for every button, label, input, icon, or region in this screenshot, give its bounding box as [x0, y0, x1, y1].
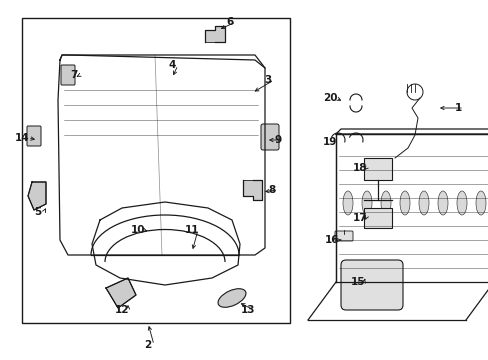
Text: 9: 9	[274, 135, 281, 145]
Text: 10: 10	[130, 225, 145, 235]
Ellipse shape	[218, 289, 245, 307]
Polygon shape	[204, 26, 224, 42]
Ellipse shape	[475, 191, 485, 215]
Text: 1: 1	[453, 103, 461, 113]
Polygon shape	[243, 180, 262, 200]
Text: 14: 14	[15, 133, 29, 143]
Text: 7: 7	[70, 70, 78, 80]
Ellipse shape	[380, 191, 390, 215]
Ellipse shape	[342, 191, 352, 215]
FancyBboxPatch shape	[340, 260, 402, 310]
Text: 4: 4	[168, 60, 175, 70]
Ellipse shape	[399, 191, 409, 215]
FancyBboxPatch shape	[27, 126, 41, 146]
Text: 11: 11	[184, 225, 199, 235]
Polygon shape	[28, 182, 46, 210]
FancyBboxPatch shape	[334, 231, 352, 241]
Bar	[22, 18, 289, 323]
Ellipse shape	[361, 191, 371, 215]
Text: 19: 19	[322, 137, 337, 147]
FancyBboxPatch shape	[261, 124, 279, 150]
Text: 8: 8	[268, 185, 275, 195]
Ellipse shape	[418, 191, 428, 215]
FancyBboxPatch shape	[61, 65, 75, 85]
Text: 5: 5	[34, 207, 41, 217]
Text: 3: 3	[264, 75, 271, 85]
Text: 12: 12	[115, 305, 129, 315]
Text: 13: 13	[240, 305, 255, 315]
Text: 2: 2	[144, 340, 151, 350]
Polygon shape	[106, 278, 136, 308]
Text: 15: 15	[350, 277, 365, 287]
Text: 6: 6	[226, 17, 233, 27]
Text: 20: 20	[322, 93, 337, 103]
Text: 16: 16	[324, 235, 339, 245]
Text: 18: 18	[352, 163, 366, 173]
Ellipse shape	[456, 191, 466, 215]
Text: 17: 17	[352, 213, 366, 223]
Bar	[363, 208, 391, 228]
Ellipse shape	[437, 191, 447, 215]
Bar	[363, 158, 391, 180]
